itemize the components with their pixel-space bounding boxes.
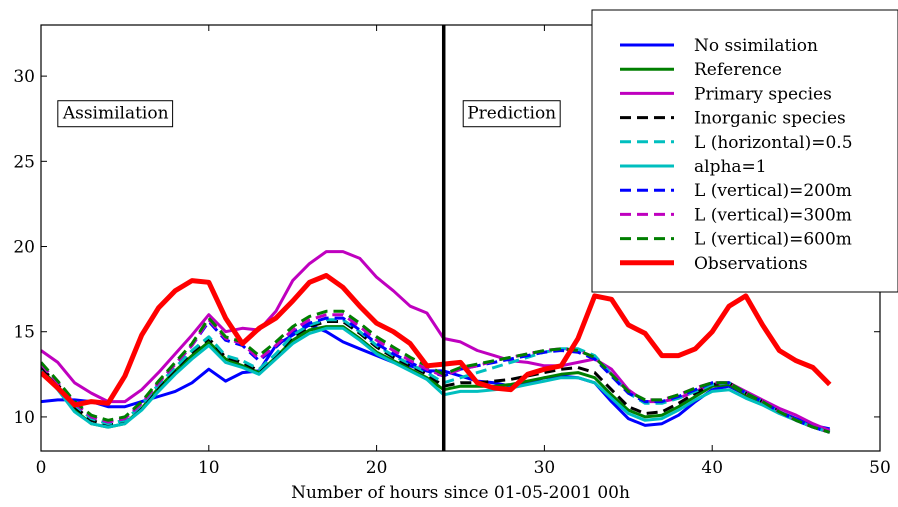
series-line-6 xyxy=(41,326,831,434)
series-line-9 xyxy=(41,309,831,434)
x-tick-label: 40 xyxy=(701,458,723,478)
y-tick-label: 10 xyxy=(13,408,35,428)
annotation-1: Assimilation xyxy=(57,100,174,128)
annotation-box xyxy=(57,100,174,128)
x-tick-label: 10 xyxy=(198,458,220,478)
legend: No ssimilation Reference Primary species In… xyxy=(591,9,898,293)
annotation-text: Assimilation xyxy=(62,104,169,124)
legend-label: Primary species xyxy=(694,84,832,104)
annotation-2: Prediction xyxy=(462,100,561,128)
legend-label: Observations xyxy=(694,254,808,274)
legend-label: L (vertical)=600m xyxy=(694,230,852,250)
series-line-5 xyxy=(41,318,831,434)
series-line-10 xyxy=(41,273,832,408)
series-layer xyxy=(41,250,832,434)
annotation-box xyxy=(462,100,561,128)
annotations-layer: Assimilation Prediction xyxy=(57,100,561,128)
x-tick-label: 50 xyxy=(869,458,891,478)
legend-label: Reference xyxy=(694,60,782,80)
y-tick-label: 15 xyxy=(13,323,35,343)
x-axis-label: Number of hours since 01-05-2001 00h xyxy=(291,483,630,503)
y-tick-label: 30 xyxy=(13,67,35,87)
annotation-text: Prediction xyxy=(467,104,556,124)
x-tick-label: 0 xyxy=(36,458,47,478)
legend-label: alpha=1 xyxy=(694,157,767,177)
y-tick-label: 20 xyxy=(13,238,35,258)
ticks-layer: 0 10 20 30 40 50 10 15 20 25 30 xyxy=(13,25,891,478)
legend-label: L (vertical)=300m xyxy=(694,205,852,225)
legend-box xyxy=(591,9,898,293)
legend-label: Inorganic species xyxy=(694,109,846,129)
legend-label: L (horizontal)=0.5 xyxy=(694,133,853,153)
y-tick-label: 25 xyxy=(13,152,35,172)
legend-label: No ssimilation xyxy=(694,36,818,56)
x-tick-label: 20 xyxy=(366,458,388,478)
legend-label: L (vertical)=200m xyxy=(694,181,852,201)
x-tick-label: 30 xyxy=(534,458,556,478)
